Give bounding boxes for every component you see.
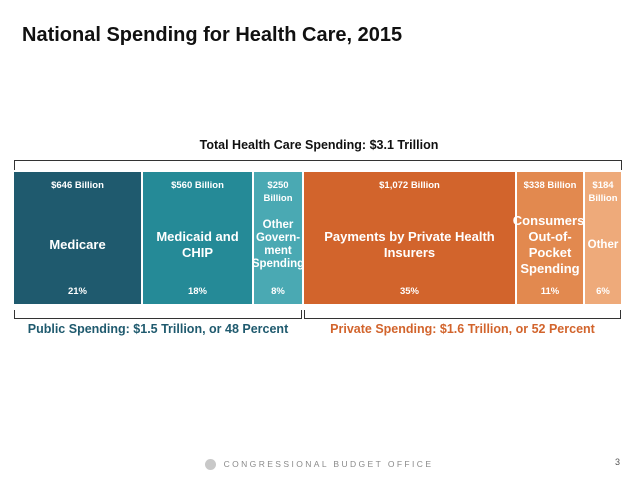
segment-amount-label: $1,072 Billion bbox=[379, 180, 440, 191]
segment-name-label: Consumers’ Out-of- Pocket Spending bbox=[512, 213, 588, 276]
segment-divider bbox=[515, 172, 517, 304]
segment-name-label: Other Govern- ment Spending bbox=[251, 219, 305, 270]
segment-percent-label: 21% bbox=[67, 286, 87, 297]
footer: CONGRESSIONAL BUDGET OFFICE bbox=[0, 459, 638, 471]
bar-segment-medicaid-and-chip: $560 Billion Medicaid and CHIP 18% bbox=[143, 172, 252, 304]
public-bracket bbox=[14, 310, 302, 319]
chart-title: Total Health Care Spending: $3.1 Trillio… bbox=[199, 138, 439, 152]
segment-percent-label: 18% bbox=[187, 286, 207, 297]
segment-percent-label: 8% bbox=[271, 286, 285, 297]
segment-amount-label: $184 Billion bbox=[588, 180, 618, 204]
slide-title: National Spending for Health Care, 2015 bbox=[22, 24, 403, 46]
segment-percent-label: 11% bbox=[540, 286, 560, 297]
bar-segment-consumers-out-of-pocket-spending: $338 Billion Consumers’ Out-of- Pocket Sp… bbox=[512, 172, 588, 304]
segment-divider bbox=[583, 172, 585, 304]
cbo-logo-icon bbox=[204, 459, 216, 471]
segment-divider bbox=[141, 172, 143, 304]
segment-percent-label: 6% bbox=[596, 286, 610, 297]
segment-divider bbox=[302, 172, 304, 304]
bar-segment-payments-by-private-health-insurers: $1,072 Billion Payments by Private Health… bbox=[304, 172, 515, 304]
private-spending-label: Private Spending: $1.6 Trillion, or 52 P… bbox=[330, 322, 595, 336]
segment-amount-label: $560 Billion bbox=[171, 180, 224, 191]
segment-name-label: Payments by Private Health Insurers bbox=[324, 229, 495, 260]
segment-name-label: Other bbox=[587, 238, 619, 251]
segment-amount-label: $338 Billion bbox=[523, 180, 577, 191]
page-number: 3 bbox=[614, 457, 620, 467]
public-spending-label: Public Spending: $1.5 Trillion, or 48 Pe… bbox=[27, 322, 289, 336]
stacked-bar: $646 Billion Medicare 21% $560 Billion Medic… bbox=[14, 172, 622, 304]
total-bracket bbox=[14, 160, 622, 170]
segment-amount-label: $250 Billion bbox=[263, 180, 293, 204]
bar-segment-other: $184 Billion Other 6% bbox=[585, 172, 621, 304]
segment-name-label: Medicare bbox=[49, 237, 106, 252]
segment-percent-label: 35% bbox=[399, 286, 419, 297]
bar-segment-medicare: $646 Billion Medicare 21% bbox=[14, 172, 141, 304]
bar-segment-other-govern-ment-spending: $250 Billion Other Govern- ment Spending 8… bbox=[251, 172, 305, 304]
segment-divider bbox=[252, 172, 254, 304]
footer-text: CONGRESSIONAL BUDGET OFFICE bbox=[223, 459, 434, 469]
segment-amount-label: $646 Billion bbox=[51, 180, 104, 191]
private-bracket bbox=[304, 310, 621, 319]
segment-name-label: Medicaid and CHIP bbox=[156, 229, 239, 260]
